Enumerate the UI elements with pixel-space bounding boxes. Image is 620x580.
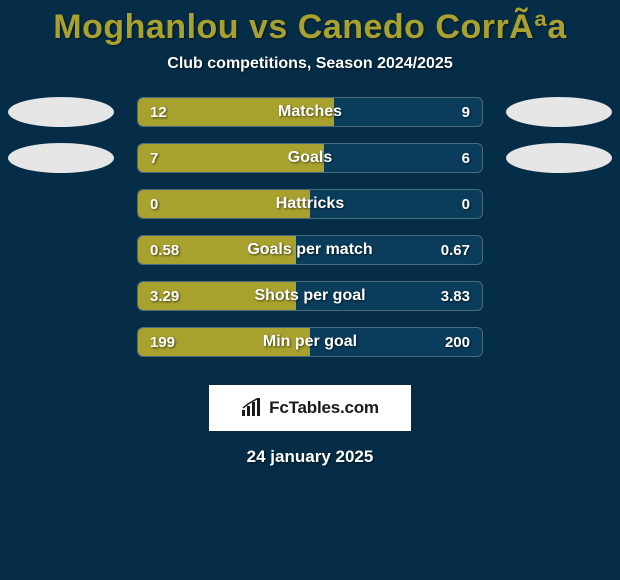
page-title: Moghanlou vs Canedo CorrÃªa — [53, 8, 566, 47]
bar-chart-icon — [241, 398, 263, 418]
stat-row: 199200Min per goal — [0, 327, 620, 357]
stat-bar-right-fill — [296, 236, 482, 264]
stat-bar-right-fill — [324, 144, 482, 172]
stats-area: 129Matches 76Goals 00Hattricks 0.580.67Goal… — [0, 97, 620, 373]
stat-bar-left-fill — [138, 282, 296, 310]
player-right-marker — [506, 143, 612, 173]
stat-bar-right-fill — [296, 282, 482, 310]
stat-bar-left-fill — [138, 236, 296, 264]
date-label: 24 january 2025 — [247, 447, 374, 467]
stat-row: 3.293.83Shots per goal — [0, 281, 620, 311]
player-right-marker — [506, 97, 612, 127]
stat-bar: 129Matches — [137, 97, 483, 127]
page-subtitle: Club competitions, Season 2024/2025 — [167, 55, 452, 73]
brand-text: FcTables.com — [269, 398, 379, 418]
stat-bar: 00Hattricks — [137, 189, 483, 219]
brand-badge: FcTables.com — [207, 383, 413, 433]
stat-row: 00Hattricks — [0, 189, 620, 219]
stat-row: 129Matches — [0, 97, 620, 127]
stat-bar-left-fill — [138, 328, 310, 356]
stat-bar-left-fill — [138, 190, 310, 218]
stat-row: 0.580.67Goals per match — [0, 235, 620, 265]
player-left-marker — [8, 143, 114, 173]
stat-bar-right-fill — [310, 190, 482, 218]
stat-bar-left-fill — [138, 98, 334, 126]
stat-bar: 3.293.83Shots per goal — [137, 281, 483, 311]
stat-bar: 199200Min per goal — [137, 327, 483, 357]
stat-bar: 76Goals — [137, 143, 483, 173]
player-left-marker — [8, 97, 114, 127]
stat-bar: 0.580.67Goals per match — [137, 235, 483, 265]
stat-bar-right-fill — [310, 328, 482, 356]
stat-row: 76Goals — [0, 143, 620, 173]
stat-bar-left-fill — [138, 144, 324, 172]
stat-bar-right-fill — [334, 98, 482, 126]
